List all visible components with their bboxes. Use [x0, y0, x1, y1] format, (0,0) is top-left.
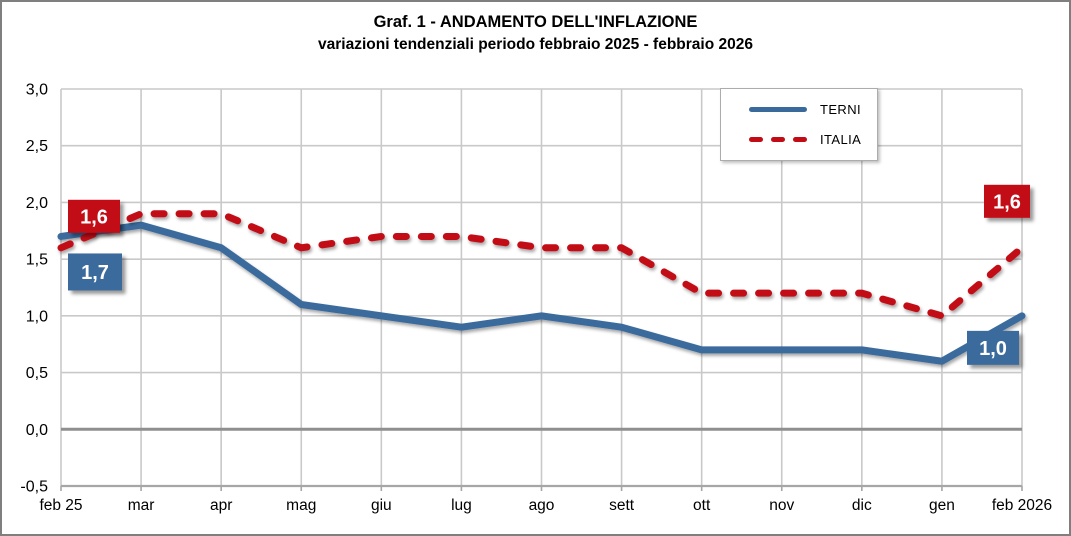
legend-label-italia: ITALIA: [820, 131, 862, 147]
svg-text:dic: dic: [852, 497, 872, 514]
svg-text:mar: mar: [128, 497, 155, 514]
svg-text:apr: apr: [210, 497, 232, 514]
svg-text:3,0: 3,0: [26, 82, 48, 99]
svg-text:feb 25: feb 25: [39, 497, 82, 514]
svg-text:sett: sett: [609, 497, 635, 514]
legend-label-terni: TERNI: [820, 102, 861, 118]
svg-text:1,6: 1,6: [80, 206, 108, 228]
svg-text:1,0: 1,0: [979, 338, 1007, 360]
svg-text:1,7: 1,7: [81, 262, 109, 284]
legend-item-italia: ITALIA: [749, 130, 877, 148]
svg-text:1,5: 1,5: [26, 252, 48, 269]
svg-text:gen: gen: [929, 497, 955, 514]
svg-text:1,6: 1,6: [993, 191, 1021, 213]
data-series-lines: [57, 210, 1026, 365]
data-point-callouts: 1,7 1,0 1,6 1,6: [68, 184, 1030, 365]
legend-item-terni: TERNI: [749, 101, 877, 119]
svg-text:0,5: 0,5: [26, 365, 48, 382]
terni-line-swatch: [749, 106, 807, 113]
svg-text:2,0: 2,0: [26, 195, 48, 212]
svg-text:nov: nov: [769, 497, 794, 514]
svg-text:mag: mag: [286, 497, 316, 514]
chart-subtitle: variazioni tendenziali periodo febbraio …: [318, 36, 753, 53]
svg-text:ott: ott: [693, 497, 711, 514]
svg-text:1,0: 1,0: [26, 308, 48, 325]
svg-text:giu: giu: [371, 497, 392, 514]
svg-text:0,0: 0,0: [26, 422, 48, 439]
legend: TERNI ITALIA: [720, 88, 878, 161]
chart-title: Graf. 1 - ANDAMENTO DELL'INFLAZIONE: [373, 13, 698, 31]
svg-text:-0,5: -0,5: [20, 479, 48, 496]
svg-text:2,5: 2,5: [26, 138, 48, 155]
svg-text:feb 2026: feb 2026: [992, 497, 1052, 514]
chart-title-block: Graf. 1 - ANDAMENTO DELL'INFLAZIONE vari…: [2, 10, 1069, 56]
svg-text:lug: lug: [451, 497, 472, 514]
italia-line-swatch: [749, 136, 807, 143]
svg-text:ago: ago: [529, 497, 555, 514]
